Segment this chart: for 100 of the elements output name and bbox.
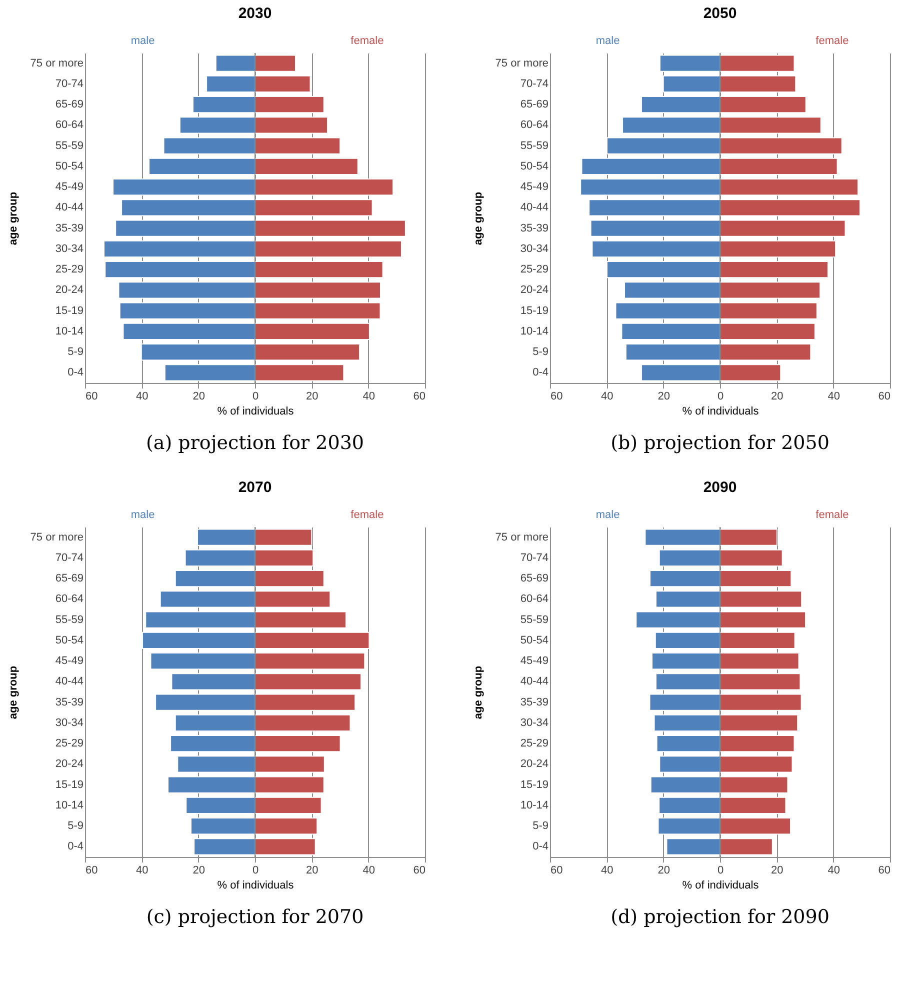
chart-title: 2090 xyxy=(703,479,737,496)
y-tick-label: 25-29 xyxy=(520,738,548,750)
y-tick-label: 35-39 xyxy=(520,222,548,234)
y-tick-label: 65-69 xyxy=(55,572,84,585)
x-axis-title: % of individuals xyxy=(217,406,294,418)
x-tick-label: 0 xyxy=(252,864,259,876)
y-tick-label: 70-74 xyxy=(520,78,548,90)
y-tick-label: 35-39 xyxy=(55,222,84,234)
text: (c) projection for 2070 xyxy=(146,906,364,928)
x-tick-label: 40 xyxy=(828,390,840,402)
y-axis-title: age group xyxy=(7,666,20,720)
y-tick-label: 5-9 xyxy=(68,346,84,358)
y-tick-label: 60-64 xyxy=(520,593,548,606)
y-tick-label: 65-69 xyxy=(55,98,84,111)
y-tick-label: 35-39 xyxy=(55,696,84,708)
x-tick-label: 60 xyxy=(413,390,426,402)
y-tick-label: 45-49 xyxy=(55,655,84,668)
y-tick-label: 25-29 xyxy=(55,264,84,276)
x-tick-label: 60 xyxy=(550,864,563,876)
y-tick-label: 5-9 xyxy=(532,820,548,832)
chart-title: 2070 xyxy=(238,479,272,496)
y-tick-label: 75 or more xyxy=(30,531,84,544)
y-tick-label: 20-24 xyxy=(520,284,548,296)
y-tick-label: 40-44 xyxy=(55,676,84,688)
text: (a) projection for 2030 xyxy=(146,432,364,454)
x-tick-label: 20 xyxy=(192,390,205,402)
chart-title: 2030 xyxy=(238,5,272,22)
y-tick-label: 70-74 xyxy=(520,552,548,564)
y-tick-label: 10-14 xyxy=(55,799,84,812)
x-tick-label: 20 xyxy=(771,390,784,402)
x-axis-title: % of individuals xyxy=(682,880,760,892)
y-tick-label: 10-14 xyxy=(520,325,548,338)
text: (d) projection for 2090 xyxy=(610,906,830,928)
y-tick-label: 40-44 xyxy=(55,202,84,214)
y-tick-label: 60-64 xyxy=(55,593,84,606)
x-tick-label: 20 xyxy=(192,864,205,876)
y-tick-label: 75 or more xyxy=(30,57,84,70)
x-tick-label: 20 xyxy=(306,864,318,876)
x-tick-label: 20 xyxy=(658,864,670,876)
y-tick-label: 30-34 xyxy=(520,716,548,729)
text: (b) projection for 2050 xyxy=(610,432,830,454)
x-axis-title: % of individuals xyxy=(217,880,294,892)
text: male xyxy=(596,35,620,47)
y-tick-label: 55-59 xyxy=(55,140,84,152)
x-tick-label: 0 xyxy=(717,390,724,402)
y-axis-title: age group xyxy=(472,192,484,246)
x-tick-label: 60 xyxy=(413,864,426,876)
y-tick-label: 45-49 xyxy=(520,655,548,668)
x-tick-label: 40 xyxy=(136,390,148,402)
y-tick-label: 40-44 xyxy=(520,676,548,688)
x-tick-label: 60 xyxy=(86,390,98,402)
y-tick-label: 20-24 xyxy=(55,758,84,770)
y-tick-label: 20-24 xyxy=(55,284,84,296)
y-tick-label: 75 or more xyxy=(495,531,548,544)
x-tick-label: 20 xyxy=(306,390,318,402)
x-tick-label: 40 xyxy=(362,390,375,402)
y-tick-label: 70-74 xyxy=(55,552,84,564)
text: female xyxy=(350,509,384,521)
x-tick-label: 60 xyxy=(86,864,98,876)
x-tick-label: 40 xyxy=(136,864,148,876)
x-tick-label: 40 xyxy=(828,864,840,876)
y-tick-label: 10-14 xyxy=(55,325,84,338)
x-tick-label: 60 xyxy=(878,390,890,402)
y-tick-label: 10-14 xyxy=(520,799,548,812)
text: male xyxy=(130,509,155,521)
y-tick-label: 65-69 xyxy=(520,98,548,111)
y-tick-label: 75 or more xyxy=(495,57,548,70)
x-tick-label: 40 xyxy=(601,864,614,876)
chart-title: 2050 xyxy=(703,5,737,22)
y-tick-label: 20-24 xyxy=(520,758,548,770)
y-tick-label: 5-9 xyxy=(532,346,548,358)
y-tick-label: 15-19 xyxy=(55,778,84,791)
x-tick-label: 20 xyxy=(771,864,784,876)
x-tick-label: 0 xyxy=(717,864,724,876)
y-tick-label: 30-34 xyxy=(55,242,84,255)
y-tick-label: 45-49 xyxy=(55,181,84,194)
y-tick-label: 15-19 xyxy=(520,304,548,317)
y-tick-label: 50-54 xyxy=(520,634,548,646)
y-tick-label: 50-54 xyxy=(520,160,548,172)
text: female xyxy=(816,35,849,47)
y-tick-label: 50-54 xyxy=(55,160,84,172)
text: female xyxy=(816,509,849,521)
y-tick-label: 25-29 xyxy=(55,738,84,750)
text: male xyxy=(596,509,620,521)
x-axis-title: % of individuals xyxy=(682,406,760,418)
y-tick-label: 0-4 xyxy=(68,840,84,853)
y-axis-title: age group xyxy=(7,192,20,246)
y-tick-label: 0-4 xyxy=(532,366,548,379)
y-tick-label: 50-54 xyxy=(55,634,84,646)
y-tick-label: 55-59 xyxy=(520,614,548,626)
x-tick-label: 60 xyxy=(550,390,563,402)
x-tick-label: 20 xyxy=(658,390,670,402)
y-tick-label: 5-9 xyxy=(68,820,84,832)
y-tick-label: 15-19 xyxy=(55,304,84,317)
y-tick-label: 55-59 xyxy=(520,140,548,152)
y-tick-label: 30-34 xyxy=(520,242,548,255)
y-tick-label: 60-64 xyxy=(55,119,84,132)
y-tick-label: 65-69 xyxy=(520,572,548,585)
y-axis-title: age group xyxy=(472,666,484,720)
text: female xyxy=(350,35,384,47)
